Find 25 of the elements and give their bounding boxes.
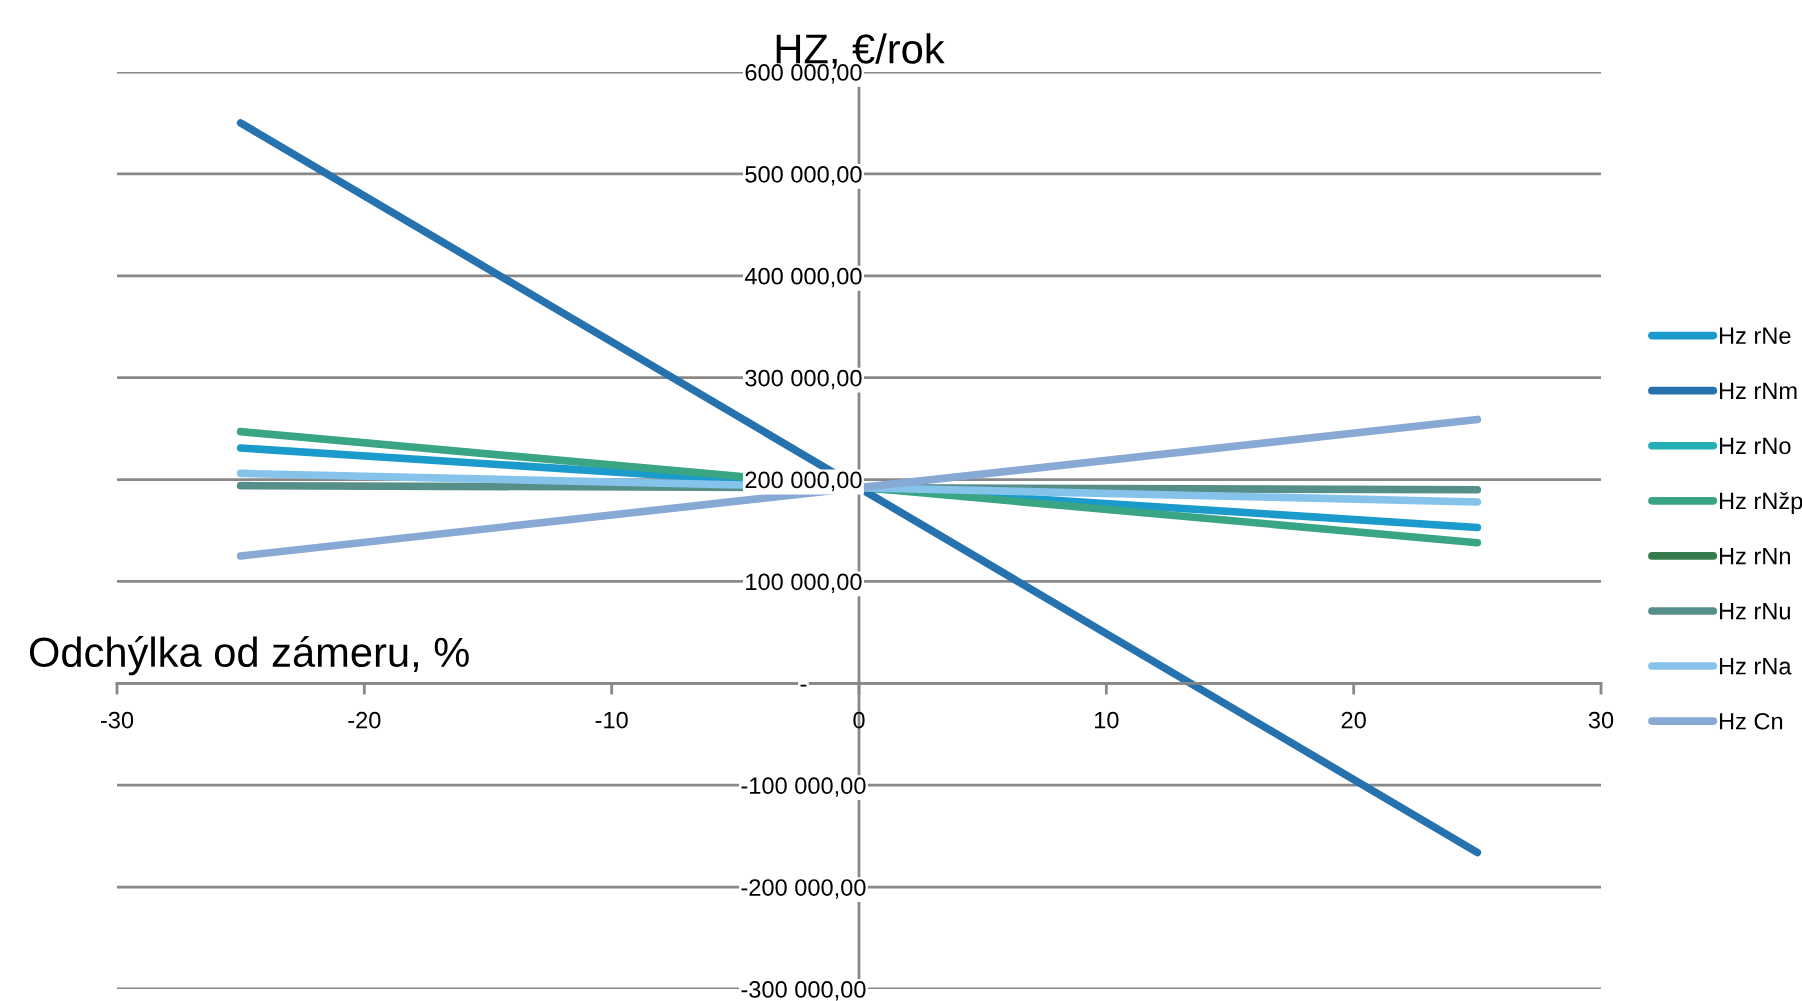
legend-label: Hz rNu bbox=[1719, 603, 1790, 620]
x-tick-label: -30 bbox=[100, 711, 134, 729]
y-tick-label: 500 000,00 bbox=[745, 165, 862, 186]
legend-label: Hz rNm bbox=[1719, 382, 1797, 399]
x-tick-label: 10 bbox=[1095, 711, 1119, 729]
legend-label: Hz rNn bbox=[1719, 547, 1790, 565]
legend-label: Hz rNžp bbox=[1719, 491, 1802, 515]
legend-label: Hz rNo bbox=[1719, 437, 1791, 455]
legend-label: Hz Cn bbox=[1719, 712, 1783, 730]
x-tick-label: -10 bbox=[595, 711, 628, 729]
x-tick-label: 30 bbox=[1588, 711, 1614, 729]
x-axis-title: Odchýlka od zámeru, % bbox=[29, 635, 469, 676]
y-tick-label: -300 000,00 bbox=[741, 981, 866, 1001]
x-tick-label: 20 bbox=[1341, 711, 1366, 729]
y-tick-label: 100 000,00 bbox=[746, 573, 862, 594]
x-tick-label: 0 bbox=[853, 711, 865, 729]
y-tick-label: -200 000,00 bbox=[741, 879, 866, 899]
y-tick-label: 300 000,00 bbox=[745, 369, 862, 390]
legend-label: Hz rNa bbox=[1719, 658, 1792, 675]
y-tick-label: 400 000,00 bbox=[744, 267, 862, 288]
y-tick-label: - bbox=[800, 684, 807, 687]
y-tick-label: 200 000,00 bbox=[745, 471, 862, 492]
y-tick-label: -100 000,00 bbox=[741, 777, 866, 797]
x-tick-label: -20 bbox=[348, 711, 381, 729]
legend-label: Hz rNe bbox=[1719, 327, 1791, 345]
